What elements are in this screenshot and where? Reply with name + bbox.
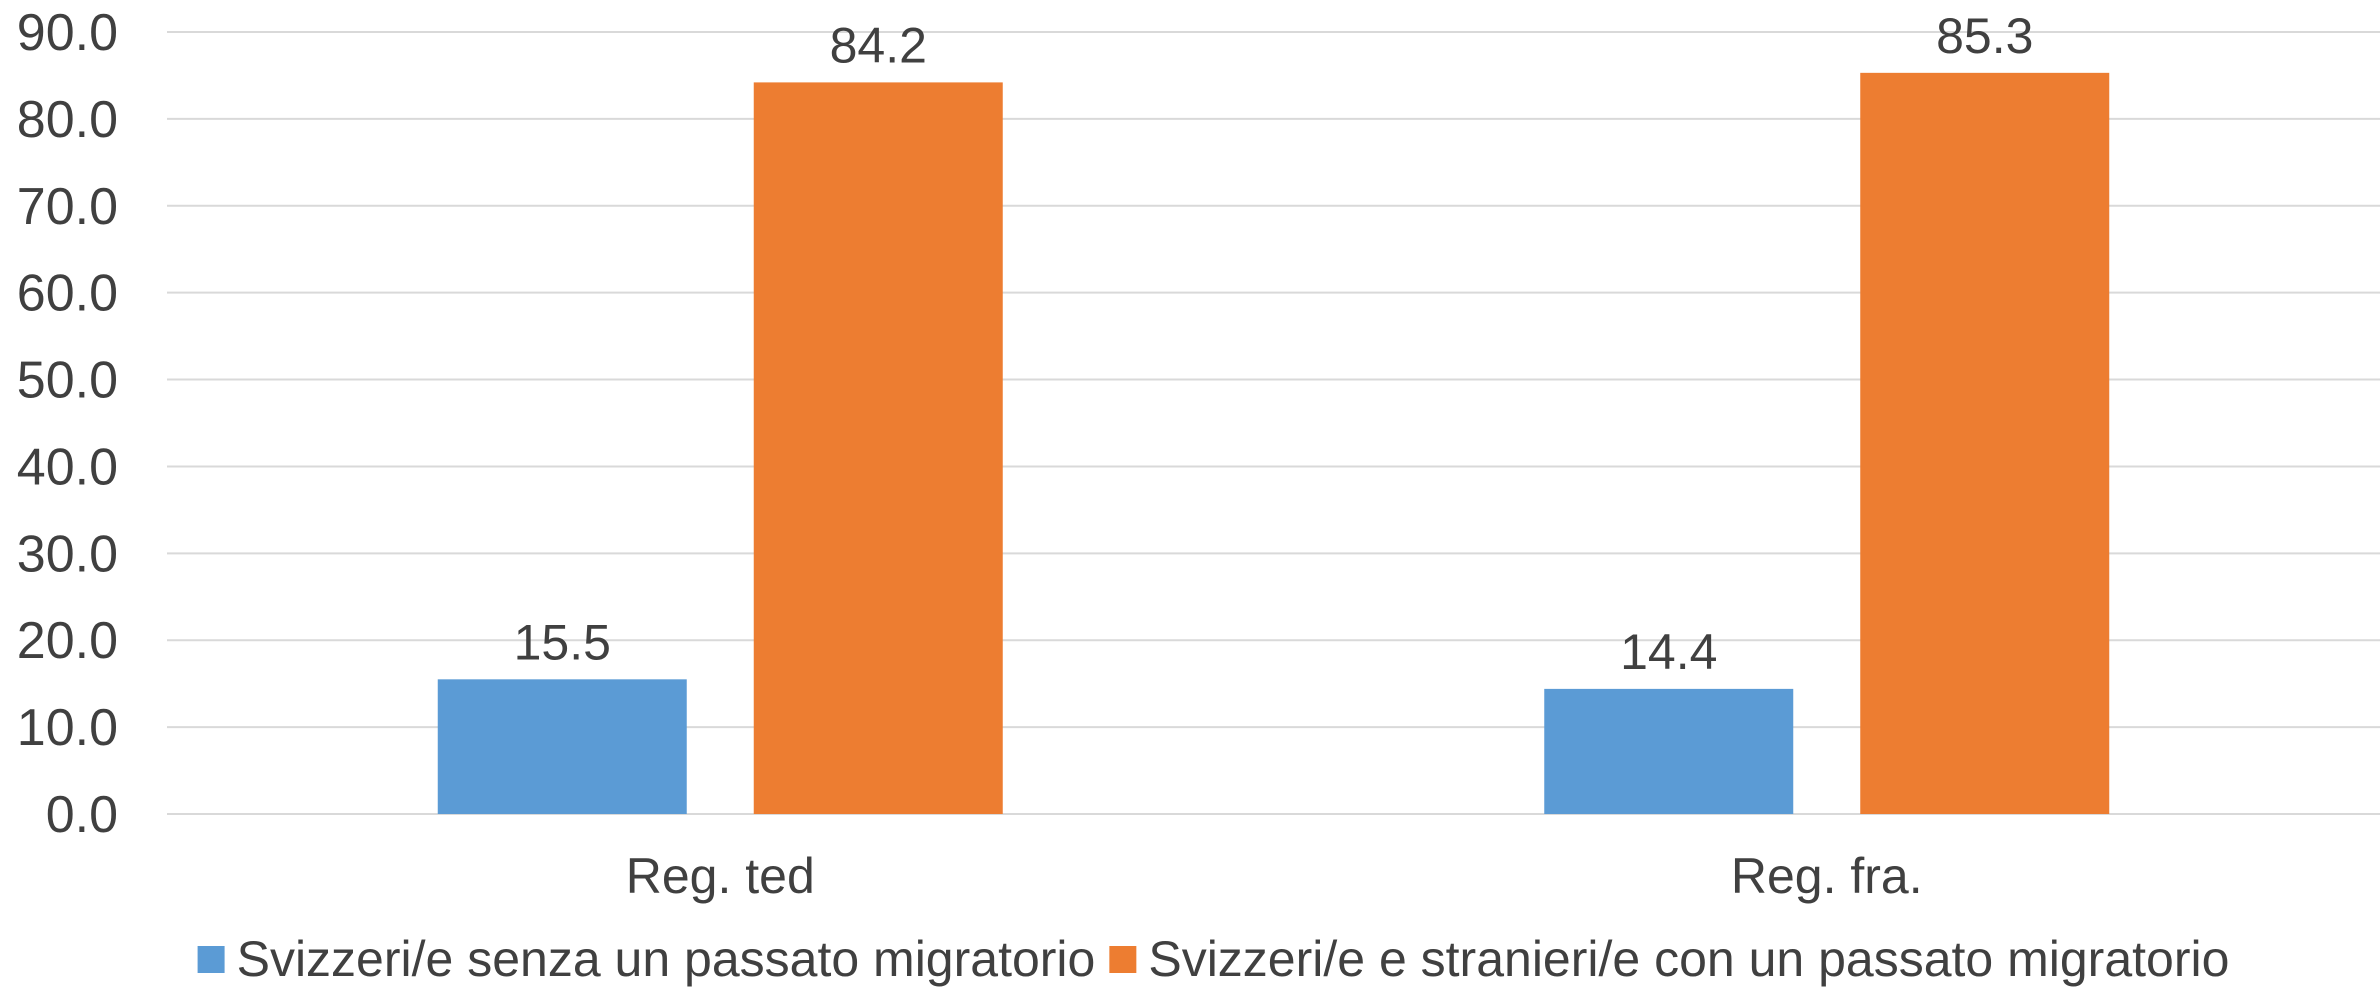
legend-swatch [1109,946,1137,973]
x-tick-label: Reg. ted [626,848,815,904]
bar [437,679,687,814]
bar [753,82,1003,814]
legend-label: Svizzeri/e e stranieri/e con un passato … [1148,931,2229,987]
y-tick-label: 40.0 [17,438,118,496]
y-tick-label: 50.0 [17,352,118,410]
data-label: 85.3 [1936,8,2033,64]
x-tick-label: Reg. fra. [1731,848,1923,904]
bar [1544,688,1794,814]
legend-swatch [197,946,225,973]
y-tick-label: 80.0 [17,91,118,149]
y-tick-label: 70.0 [17,178,118,236]
y-tick-label: 0.0 [46,786,118,844]
y-tick-label: 60.0 [17,265,118,323]
y-tick-label: 10.0 [17,699,118,757]
data-label: 84.2 [830,17,927,73]
y-tick-label: 30.0 [17,525,118,583]
legend-label: Svizzeri/e senza un passato migratorio [237,931,1096,987]
data-label: 15.5 [514,614,611,670]
y-tick-label: 20.0 [17,612,118,670]
y-tick-label: 90.0 [17,4,118,62]
bar [1860,72,2110,815]
data-label: 14.4 [1620,624,1717,680]
